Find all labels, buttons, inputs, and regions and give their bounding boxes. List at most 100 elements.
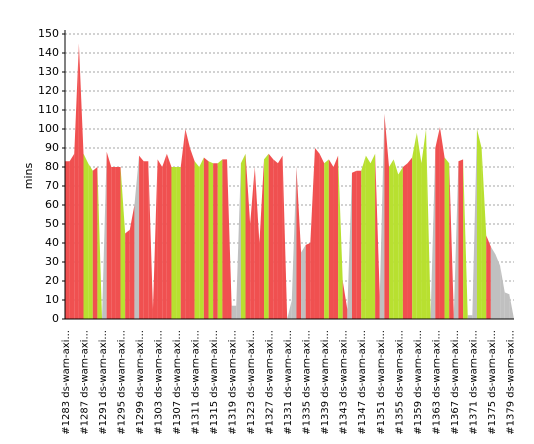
x-tick-label: #1327 ds-warn-axi...	[265, 330, 276, 435]
area-segment	[180, 129, 186, 319]
area-segment	[203, 157, 209, 319]
y-tick-label: 20	[45, 274, 59, 287]
y-tick-label: 140	[38, 46, 59, 59]
area-segment	[152, 159, 158, 319]
x-tick-label: #1287 ds-warn-axi...	[80, 330, 91, 435]
area-segment	[324, 159, 329, 319]
area-segment	[449, 163, 454, 319]
area-segment	[384, 113, 390, 319]
y-tick-label: 90	[45, 141, 59, 154]
y-tick-label: 50	[45, 217, 59, 230]
area-segment	[236, 163, 241, 319]
area-segment	[504, 292, 510, 319]
area-segment	[69, 153, 75, 319]
area-segment	[217, 159, 223, 319]
area-segment	[185, 129, 190, 319]
area-segment	[287, 300, 292, 319]
y-tick-label: 120	[38, 84, 59, 97]
y-tick-label: 10	[45, 293, 59, 306]
area-segment	[166, 153, 172, 319]
area-segment	[412, 132, 417, 319]
x-tick-label: #1303 ds-warn-axi...	[154, 330, 165, 435]
area-segment	[398, 167, 403, 319]
area-segment	[291, 167, 297, 319]
area-segment	[453, 161, 459, 319]
x-tick-label: #1375 ds-warn-axi...	[487, 330, 498, 435]
area-segment	[421, 129, 427, 319]
x-tick-label: #1371 ds-warn-axi...	[468, 330, 479, 435]
area-segment	[134, 155, 140, 319]
area-segment	[500, 265, 505, 319]
area-segment	[310, 148, 315, 319]
area-segment	[208, 161, 214, 319]
area-segment	[194, 161, 200, 319]
area-segment	[416, 132, 422, 319]
area-segment	[148, 161, 153, 319]
x-tick-label: #1359 ds-warn-axi...	[413, 330, 424, 435]
area-segment	[74, 43, 79, 319]
x-tick-label: #1379 ds-warn-axi...	[505, 330, 516, 435]
area-segment	[83, 153, 89, 319]
area-segment	[476, 129, 482, 319]
area-segment	[389, 159, 394, 319]
y-tick-label: 30	[45, 255, 59, 268]
area-segment	[125, 229, 130, 319]
y-tick-label: 70	[45, 179, 59, 192]
x-tick-label: #1343 ds-warn-axi...	[339, 330, 350, 435]
y-tick-label: 80	[45, 160, 59, 173]
x-tick-label: #1363 ds-warn-axi...	[431, 330, 442, 435]
area-segment	[268, 153, 274, 319]
area-segment	[282, 155, 288, 319]
area-segment	[250, 167, 255, 319]
area-segment	[111, 167, 116, 319]
y-tick-label: 150	[38, 27, 59, 40]
x-tick-label: #1283 ds-warn-axi...	[61, 330, 72, 435]
area-segment	[264, 153, 269, 319]
area-segment	[129, 205, 135, 319]
y-tick-label: 0	[52, 312, 59, 325]
area-segment	[92, 167, 98, 319]
area-segment	[467, 315, 473, 319]
x-tick-label: #1367 ds-warn-axi...	[450, 330, 461, 435]
area-segment	[407, 157, 413, 319]
area-segment	[430, 148, 436, 319]
y-tick-label: 110	[38, 103, 59, 116]
y-axis-label: mins	[22, 162, 35, 189]
area-segment	[338, 155, 343, 319]
x-tick-label: #1311 ds-warn-axi...	[191, 330, 202, 435]
area-segment	[78, 43, 84, 319]
area-segment	[361, 155, 366, 319]
area-segment	[65, 161, 70, 319]
area-segment	[143, 161, 149, 319]
area-segment	[259, 159, 265, 319]
area-segment	[509, 294, 514, 319]
area-segment	[458, 159, 464, 319]
area-segment	[213, 163, 218, 319]
y-tick-label: 40	[45, 236, 59, 249]
area-segment	[277, 155, 283, 319]
x-tick-label: #1319 ds-warn-axi...	[228, 330, 239, 435]
x-tick-label: #1355 ds-warn-axi...	[394, 330, 405, 435]
y-tick-label: 100	[38, 122, 59, 135]
area-segment	[402, 163, 408, 319]
area-segment	[157, 159, 163, 319]
area-segment	[222, 159, 228, 319]
area-segment	[439, 127, 445, 319]
area-segment	[227, 159, 232, 319]
area-segment	[379, 113, 385, 319]
area-segment	[472, 129, 477, 319]
x-tick-label: #1335 ds-warn-axi...	[302, 330, 313, 435]
area-segment	[273, 159, 278, 319]
area-segment	[88, 163, 93, 319]
area-segment	[245, 153, 251, 319]
area-segment	[106, 151, 112, 319]
area-segment	[296, 167, 302, 319]
y-tick-label: 130	[38, 65, 59, 78]
area-segment	[139, 155, 144, 319]
x-tick-label: #1295 ds-warn-axi...	[117, 330, 128, 435]
area-segment	[162, 153, 167, 319]
x-tick-label: #1331 ds-warn-axi...	[283, 330, 294, 435]
x-tick-label: #1315 ds-warn-axi...	[209, 330, 220, 435]
x-tick-label: #1307 ds-warn-axi...	[172, 330, 183, 435]
